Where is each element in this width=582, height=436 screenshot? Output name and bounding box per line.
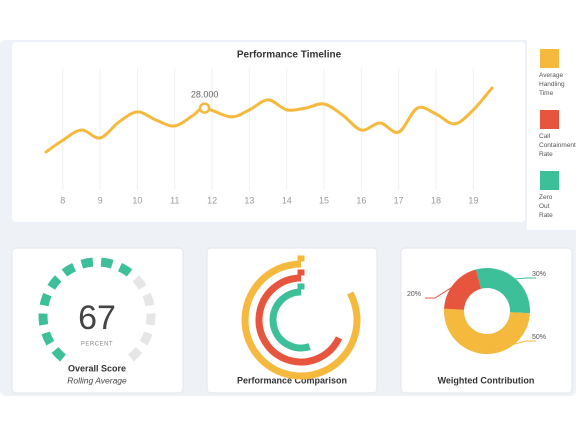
x-tick-label: 8 (60, 195, 65, 205)
x-tick-label: 12 (207, 195, 217, 205)
legend-label-line: Average (539, 72, 563, 79)
gauge-segment (128, 347, 143, 362)
x-tick-label: 10 (132, 195, 142, 205)
radial-bar (241, 260, 361, 380)
x-tick-label: 18 (431, 195, 441, 205)
legend-label-line: Rate (539, 212, 553, 219)
radial-bar (269, 288, 311, 352)
leader-line (425, 284, 456, 299)
x-tick-label: 11 (170, 195, 179, 205)
x-tick-label: 9 (98, 195, 103, 205)
gauge-segment (39, 292, 52, 307)
gauge-segment (139, 331, 153, 346)
legend-swatch (540, 49, 559, 68)
annotation-point (198, 102, 211, 114)
legend-label: Average Handling Time (539, 72, 565, 97)
x-tick-label: 14 (282, 195, 292, 205)
chart-subtitle: Rolling Average (67, 375, 127, 385)
x-tick-label: 15 (319, 195, 329, 205)
radial-cap (297, 269, 305, 276)
chart-title: Overall Score (68, 363, 126, 373)
x-tick-label: 16 (356, 195, 366, 205)
slice-label: 20% (407, 291, 421, 298)
donut-slice (475, 268, 530, 314)
gauge-segment (100, 257, 114, 269)
gauge-segment (41, 331, 55, 346)
gauge-segment (61, 263, 77, 277)
gauge-segment (117, 263, 133, 277)
leader-line (484, 340, 536, 353)
gauge-segment (47, 275, 62, 290)
legend-label-line: Call (539, 133, 551, 140)
comparison-card (206, 247, 378, 394)
gauge-segment (38, 313, 49, 326)
x-tick-label: 17 (394, 195, 404, 205)
legend-swatch (540, 110, 559, 129)
line-series (44, 86, 494, 154)
legend-label-line: Out (539, 203, 550, 210)
slice-label: 50% (532, 334, 546, 341)
chart-title: Weighted Contribution (438, 375, 535, 385)
x-tick-label: 13 (244, 195, 254, 205)
legend-label: Call Containment Rate (539, 133, 576, 158)
leader-line (512, 277, 536, 280)
gauge-unit: PERCENT (81, 342, 113, 348)
legend-label-line: Handling (539, 81, 565, 88)
chart-title: Performance Comparison (237, 375, 347, 385)
legend-label-line: Zero (539, 194, 553, 201)
donut-slice (444, 269, 482, 311)
radial-cap (297, 255, 305, 262)
gauge-segment (132, 275, 147, 290)
contribution-card (400, 247, 573, 394)
x-tick-label: 19 (468, 195, 478, 205)
gauge-segment (145, 313, 156, 326)
annotation-label: 28.000 (191, 89, 219, 99)
gauge-segment (80, 257, 94, 269)
radial-bar (255, 274, 343, 366)
legend-label-line: Rate (539, 151, 553, 158)
legend-card (527, 40, 582, 230)
timeline-card (12, 42, 525, 222)
legend-label: Zero Out Rate (539, 194, 553, 219)
donut-slice (444, 308, 530, 354)
slice-label: 30% (532, 271, 546, 278)
gauge-segment (142, 292, 155, 307)
legend-swatch (540, 171, 559, 190)
gauge-value: 67 (78, 299, 116, 337)
chart-title: Performance Timeline (237, 50, 342, 61)
gauge-segment (51, 347, 66, 362)
legend-label-line: Containment (539, 142, 576, 149)
legend-label-line: Time (539, 90, 554, 97)
radial-cap (297, 283, 305, 290)
